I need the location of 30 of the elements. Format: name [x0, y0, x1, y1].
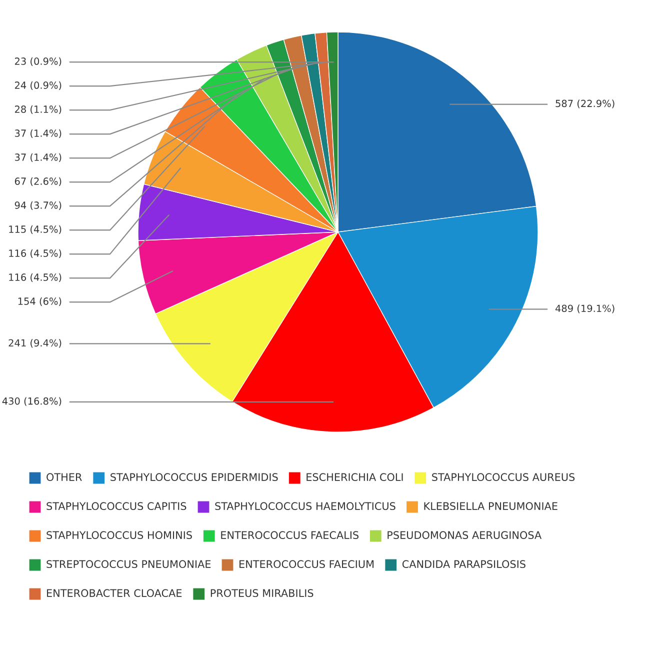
data-label: 28 (1.1%): [14, 105, 62, 114]
data-label: 489 (19.1%): [555, 304, 614, 314]
legend-label: OTHER: [46, 473, 82, 482]
legend-label: STAPHYLOCOCCUS HAEMOLYTICUS: [215, 502, 396, 510]
data-label: 37 (1.4%): [14, 153, 62, 162]
data-label: 587 (22.9%): [556, 100, 614, 108]
legend-label: STAPHYLOCOCCUS EPIDERMIDIS: [110, 473, 278, 482]
data-label: 67 (2.6%): [14, 177, 62, 186]
legend-label: CANDIDA PARAPSILOSIS: [402, 560, 526, 568]
data-label: 37 (1.4%): [14, 129, 62, 138]
data-label: 115 (4.5%): [9, 225, 62, 234]
data-label: 241 (9.4%): [8, 339, 62, 348]
legend-label: PSEUDOMONAS AERUGINOSA: [388, 531, 542, 540]
data-label: 116 (4.5%): [9, 249, 62, 258]
data-label: 94 (3.7%): [14, 201, 62, 210]
data-label: 24 (0.9%): [14, 81, 62, 90]
legend-label: ENTEROCOCCUS FAECIUM: [240, 560, 374, 568]
legend-label: STAPHYLOCOCCUS HOMINIS: [46, 531, 192, 540]
data-label: 430 (16.8%): [2, 397, 62, 406]
legend-label: STAPHYLOCOCCUS AUREUS: [432, 473, 575, 482]
legend-label: STREPTOCOCCUS PNEUMONIAE: [46, 560, 211, 568]
legend-label: KLEBSIELLA PNEUMONIAE: [424, 502, 558, 510]
legend-label: ESCHERICHIA COLI: [306, 473, 403, 482]
legend-label: PROTEUS MIRABILIS: [210, 589, 314, 598]
legend-label: STAPHYLOCOCCUS CAPITIS: [46, 502, 186, 510]
legend-label: ENTEROBACTER CLOACAE: [47, 589, 182, 598]
data-label: 154 (6%): [18, 297, 62, 306]
data-label: 23 (0.9%): [14, 57, 62, 66]
data-label: 116 (4.5%): [9, 273, 62, 282]
legend-label: ENTEROCOCCUS FAECALIS: [221, 531, 358, 540]
